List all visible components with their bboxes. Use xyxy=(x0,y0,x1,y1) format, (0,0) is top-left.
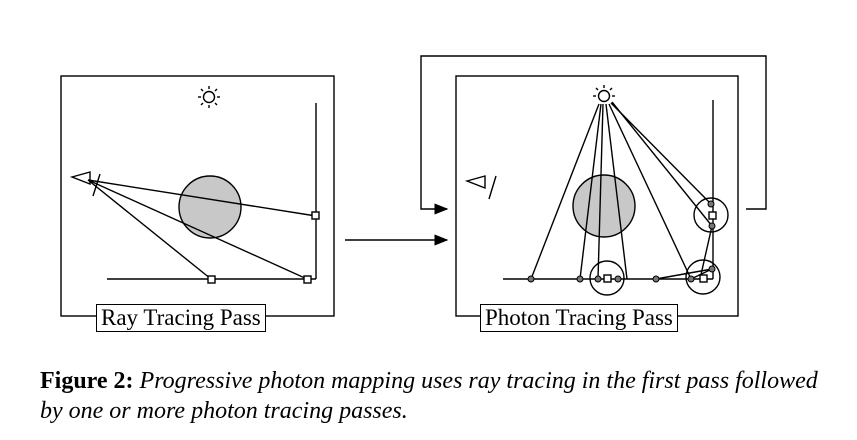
photon-path xyxy=(579,103,602,280)
hit-point xyxy=(699,274,708,283)
gather-radius xyxy=(589,260,625,296)
photon-path xyxy=(530,103,600,280)
gather-radius xyxy=(693,197,729,233)
photon-path xyxy=(608,103,692,280)
photon-path xyxy=(611,101,713,227)
photon-tracing-panel xyxy=(455,75,739,317)
light-source-icon xyxy=(593,85,615,103)
hit-point xyxy=(303,275,312,284)
photon-path xyxy=(605,103,628,280)
photon-tracing-pass-label: Photon Tracing Pass xyxy=(480,304,678,332)
ray-tracing-panel xyxy=(60,75,335,317)
camera-eye-icon xyxy=(464,175,497,200)
figure-caption: Figure 2: Progressive photon mapping use… xyxy=(40,366,840,426)
ray-tracing-pass-label: Ray Tracing Pass xyxy=(96,304,266,332)
hit-point xyxy=(708,211,717,220)
photon-path xyxy=(597,103,604,280)
eye-ray xyxy=(87,179,212,280)
photon-path xyxy=(655,268,713,280)
hit-point xyxy=(603,274,612,283)
eye-ray xyxy=(87,179,308,280)
hit-point xyxy=(311,211,320,220)
loop-arrow xyxy=(420,55,767,215)
photon-path xyxy=(610,102,712,205)
photon-deposits xyxy=(527,200,716,283)
left-sphere xyxy=(178,175,242,239)
light-source-icon xyxy=(198,86,220,108)
camera-eye-icon xyxy=(69,171,101,197)
right-sphere xyxy=(572,174,636,238)
gather-radius xyxy=(685,259,721,295)
photon-path xyxy=(690,268,713,280)
caption-text: Progressive photon mapping uses ray trac… xyxy=(40,368,818,424)
hit-point xyxy=(207,275,216,284)
eye-ray xyxy=(87,179,317,217)
caption-prefix: Figure 2: xyxy=(40,368,134,394)
